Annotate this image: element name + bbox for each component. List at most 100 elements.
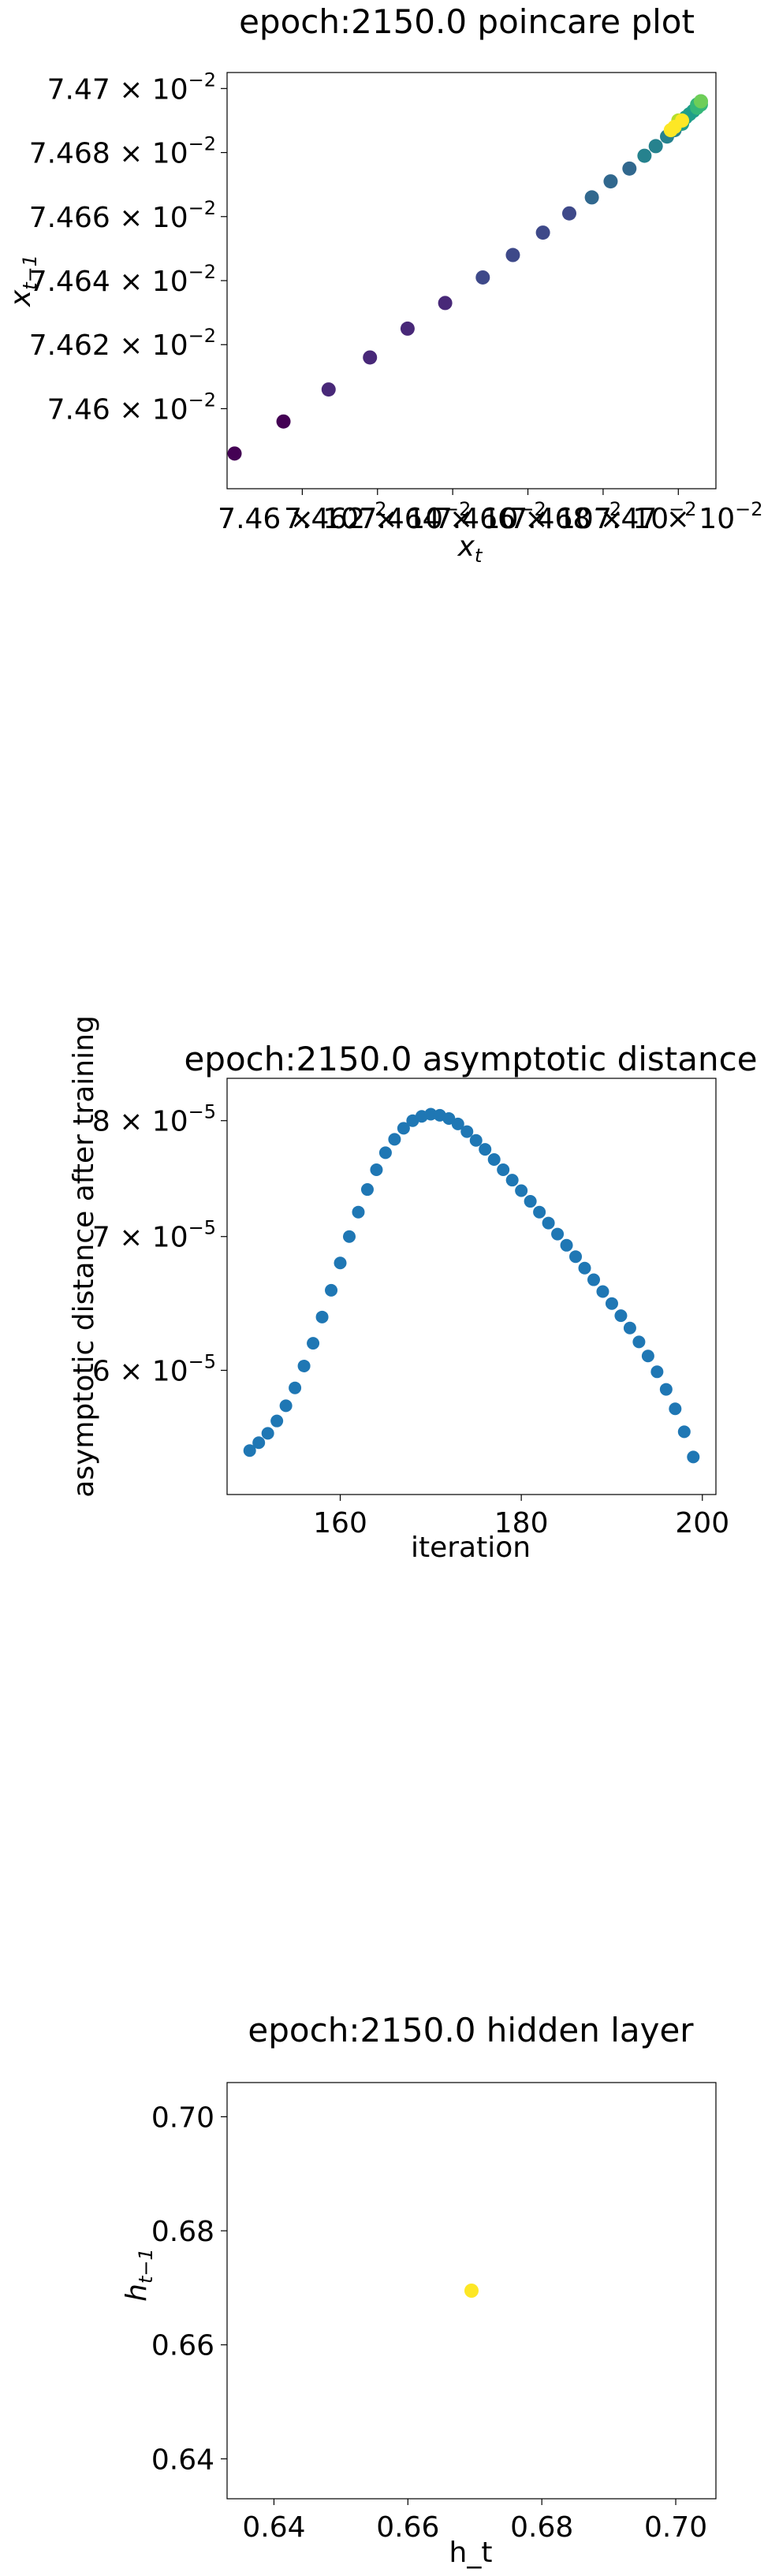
asymptotic-point <box>307 1337 320 1350</box>
poincare-point <box>535 225 550 240</box>
poincare-x-tick-label-times: × 10 <box>591 503 669 535</box>
poincare-y-tick-label-times: × 10 <box>110 329 188 362</box>
asymptotic-point <box>505 1174 519 1187</box>
asymptotic-y-tick-label-times: × 10 <box>110 1106 188 1138</box>
asymptotic-y-tick-label: 7 × 10−5 <box>92 1217 216 1254</box>
asymptotic-point <box>587 1273 600 1286</box>
asymptotic-point <box>623 1321 636 1335</box>
poincare-point <box>321 382 336 397</box>
poincare-y-tick-label-exponent: −2 <box>188 133 216 155</box>
poincare-y-label-base: x <box>5 289 37 307</box>
poincare-x-tick-label-exponent: −2 <box>594 498 621 520</box>
asymptotic-point <box>596 1285 609 1298</box>
poincare-x-tick-label-mantissa: 7.466 <box>434 503 516 535</box>
asymptotic-point <box>578 1261 591 1275</box>
poincare-x-ticks: 7.46 × 10−27.462 × 10−27.464 × 10−27.466… <box>218 489 763 535</box>
poincare-x-tick-label: 7.468 × 10−2 <box>509 498 696 535</box>
poincare-x-tick-label: 7.46 × 10−2 <box>218 498 386 535</box>
poincare-x-tick-label-exponent: −2 <box>518 498 546 520</box>
poincare-y-tick-label-times: × 10 <box>110 138 188 170</box>
asymptotic-points <box>243 1107 700 1464</box>
poincare-y-tick-label-exponent: −2 <box>188 197 216 219</box>
poincare-point <box>505 248 520 262</box>
asymptotic-title: epoch:2150.0 asymptotic distance <box>184 1040 757 1078</box>
asymptotic-point <box>289 1381 302 1394</box>
asymptotic-point <box>279 1399 293 1413</box>
poincare-x-tick-label-times: × 10 <box>657 503 735 535</box>
asymptotic-point <box>378 1146 392 1160</box>
asymptotic-y-tick-label-exponent: −5 <box>188 1350 216 1372</box>
asymptotic-point <box>343 1230 356 1243</box>
hidden-layer-y-label-sub: t−1 <box>135 2248 157 2284</box>
poincare-y-tick-label-exponent: −2 <box>188 325 216 347</box>
asymptotic-point <box>650 1365 664 1379</box>
hidden-layer-x-tick-label: 0.70 <box>644 2511 707 2544</box>
asymptotic-y-label: asymptotic distance after training <box>68 1015 100 1498</box>
poincare-y-ticks: 7.46 × 10−27.462 × 10−27.464 × 10−27.466… <box>29 69 227 426</box>
poincare-x-tick-label: 7.466 × 10−2 <box>434 498 621 535</box>
hidden-layer-y-ticks: 0.64 0.66 0.68 0.70 <box>151 2101 227 2476</box>
hidden-layer-plot-area <box>226 2082 717 2500</box>
asymptotic-point <box>270 1414 284 1428</box>
poincare-y-tick-label-mantissa: 7.46 <box>47 393 110 426</box>
poincare-x-tick-label-times: × 10 <box>281 503 359 535</box>
asymptotic-point <box>632 1335 646 1349</box>
asymptotic-y-tick-label-mantissa: 7 <box>92 1222 110 1254</box>
poincare-x-tick-label-mantissa: 7.468 <box>509 503 591 535</box>
asymptotic-point <box>551 1227 565 1241</box>
hidden-layer-y-tick-label: 0.70 <box>151 2101 214 2134</box>
poincare-y-tick-label-times: × 10 <box>110 266 188 298</box>
asymptotic-y-ticks: 6 × 10−57 × 10−58 × 10−5 <box>92 1101 227 1387</box>
poincare-x-tick-label-mantissa: 7.47 <box>594 503 657 535</box>
poincare-x-tick-label-mantissa: 7.462 <box>284 503 365 535</box>
asymptotic-chart: epoch:2150.0 asymptotic distance 160 180 2… <box>68 1015 758 1564</box>
asymptotic-x-tick-label: 180 <box>494 1507 549 1539</box>
poincare-point <box>475 270 490 285</box>
poincare-point <box>663 123 678 138</box>
poincare-point <box>603 174 618 189</box>
asymptotic-point <box>677 1425 691 1439</box>
poincare-x-label: xt <box>457 530 483 567</box>
asymptotic-x-ticks: 160 180 200 <box>313 1495 729 1539</box>
poincare-y-tick-label-exponent: −2 <box>188 69 216 91</box>
poincare-y-tick-label: 7.462 × 10−2 <box>29 325 216 362</box>
asymptotic-point <box>469 1134 483 1147</box>
asymptotic-point <box>360 1183 374 1197</box>
asymptotic-y-tick-label-exponent: −5 <box>188 1217 216 1239</box>
asymptotic-point <box>334 1256 347 1270</box>
asymptotic-point <box>325 1283 338 1297</box>
hidden-layer-x-tick-label: 0.64 <box>242 2511 305 2544</box>
hidden-layer-point <box>464 2284 479 2298</box>
poincare-point <box>227 446 242 461</box>
asymptotic-point <box>487 1152 501 1166</box>
poincare-x-tick-label-times: × 10 <box>516 503 594 535</box>
asymptotic-point <box>252 1436 266 1450</box>
asymptotic-point <box>687 1450 700 1464</box>
poincare-plot-area <box>226 72 717 490</box>
asymptotic-point <box>397 1122 410 1135</box>
asymptotic-point <box>605 1297 618 1310</box>
asymptotic-point <box>315 1310 329 1323</box>
poincare-point <box>400 321 415 336</box>
poincare-x-label-sub: t <box>475 545 483 567</box>
poincare-y-tick-label-times: × 10 <box>110 73 188 106</box>
poincare-y-tick-label: 7.468 × 10−2 <box>29 133 216 170</box>
hidden-layer-points <box>464 2284 479 2298</box>
poincare-y-tick-label-times: × 10 <box>110 393 188 426</box>
hidden-layer-x-tick-label: 0.66 <box>376 2511 439 2544</box>
poincare-y-tick-label-mantissa: 7.464 <box>29 266 110 298</box>
poincare-y-label-sub: t−1 <box>19 255 41 290</box>
poincare-x-tick-label-mantissa: 7.46 <box>218 503 281 535</box>
poincare-y-tick-label-times: × 10 <box>110 202 188 234</box>
poincare-point <box>438 296 453 311</box>
asymptotic-point <box>569 1250 583 1264</box>
hidden-layer-y-tick-label: 0.66 <box>151 2330 214 2362</box>
poincare-point <box>675 113 690 128</box>
hidden-layer-title: epoch:2150.0 hidden layer <box>248 2011 694 2049</box>
asymptotic-point <box>388 1133 401 1146</box>
asymptotic-point <box>542 1216 555 1230</box>
asymptotic-y-tick-label-times: × 10 <box>110 1222 188 1254</box>
poincare-x-label-base: x <box>457 530 475 563</box>
asymptotic-y-tick-label-times: × 10 <box>110 1355 188 1387</box>
